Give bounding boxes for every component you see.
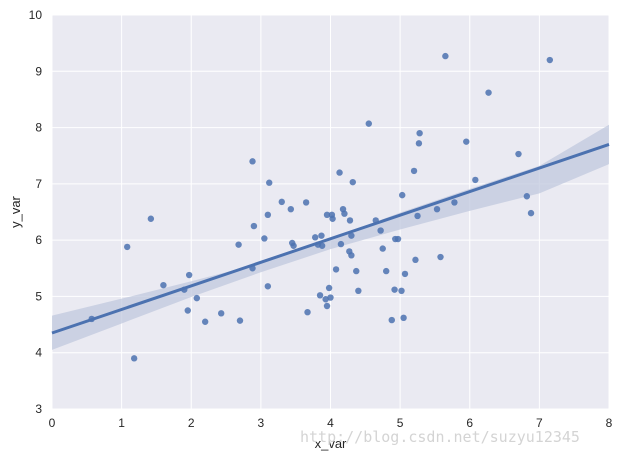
y-tick-label: 3 [35,402,42,416]
y-tick-label: 7 [35,177,42,191]
data-point [290,242,297,249]
x-tick-label: 5 [397,416,404,430]
data-point [304,308,311,316]
data-point [236,317,244,324]
data-point [318,232,325,239]
data-point [415,140,423,147]
data-point [302,199,310,206]
data-point [325,284,333,292]
data-point [410,167,418,175]
data-point [442,52,449,60]
data-point [264,211,272,219]
data-point [193,294,201,302]
data-point [311,234,319,241]
data-point [398,287,405,294]
data-point [355,287,362,294]
data-point [394,235,402,243]
data-point [332,266,340,273]
data-point [412,256,419,264]
x-tick-label: 3 [258,416,265,430]
data-point [485,89,492,96]
x-tick-label: 4 [327,416,334,430]
data-point [217,310,225,317]
data-point [322,296,329,303]
data-point [323,211,331,219]
data-point [433,205,441,213]
data-point [437,253,444,261]
data-point [383,267,390,275]
data-point [523,193,531,200]
data-point [401,270,409,278]
data-point [336,169,343,176]
x-axis-label: x_var [315,436,347,451]
y-axis-ticks: 3 4 5 6 7 8 9 10 [29,8,43,416]
data-point [365,120,372,127]
data-point [451,199,458,206]
x-tick-label: 8 [606,416,613,430]
data-point [337,240,345,248]
x-tick-label: 2 [188,416,195,430]
x-tick-label: 7 [536,416,543,430]
x-tick-label: 0 [49,416,56,430]
data-point [341,210,348,217]
watermark: http://blog.csdn.net/suzyu12345 [300,428,580,446]
data-point [329,215,336,222]
data-point [123,243,131,251]
data-point [266,179,273,186]
y-tick-label: 8 [35,121,42,135]
data-point [391,286,398,293]
data-point [264,283,272,290]
data-point [249,158,256,165]
scatter-points [88,52,554,362]
data-point [184,307,191,314]
data-point [147,215,155,222]
data-point [379,245,386,252]
x-tick-label: 6 [466,416,473,430]
data-point [353,267,360,275]
data-point [287,205,295,213]
data-point [327,294,334,301]
data-point [185,271,193,279]
confidence-band [52,124,609,350]
data-point [546,56,554,64]
data-point [160,281,167,289]
data-point [399,191,406,199]
y-axis-label: y_var [8,195,23,227]
y-tick-label: 4 [35,346,42,360]
data-point [348,232,355,239]
data-point [250,222,258,230]
data-point [463,138,470,145]
data-point [201,318,209,325]
data-point [235,241,242,248]
data-point [278,198,285,206]
y-tick-label: 6 [35,233,42,247]
data-point [318,242,326,249]
data-point [349,178,356,186]
x-axis-ticks: 0 1 2 3 4 5 6 7 8 [49,416,613,430]
data-point [323,302,331,310]
data-point [472,176,479,184]
data-point [377,227,384,234]
grid-lines [51,14,610,410]
data-point [346,217,354,224]
data-point [414,212,421,220]
data-point [416,130,423,137]
y-tick-label: 5 [35,289,42,303]
regression-line [51,143,610,335]
data-point [515,150,522,158]
data-point [261,235,268,242]
y-tick-label: 10 [29,8,43,22]
data-point [527,209,535,217]
data-point [316,292,324,299]
data-point [400,314,407,322]
data-point [348,252,355,259]
data-point [130,355,138,362]
data-point [388,316,395,324]
y-tick-label: 9 [35,64,42,78]
x-tick-label: 1 [118,416,125,430]
